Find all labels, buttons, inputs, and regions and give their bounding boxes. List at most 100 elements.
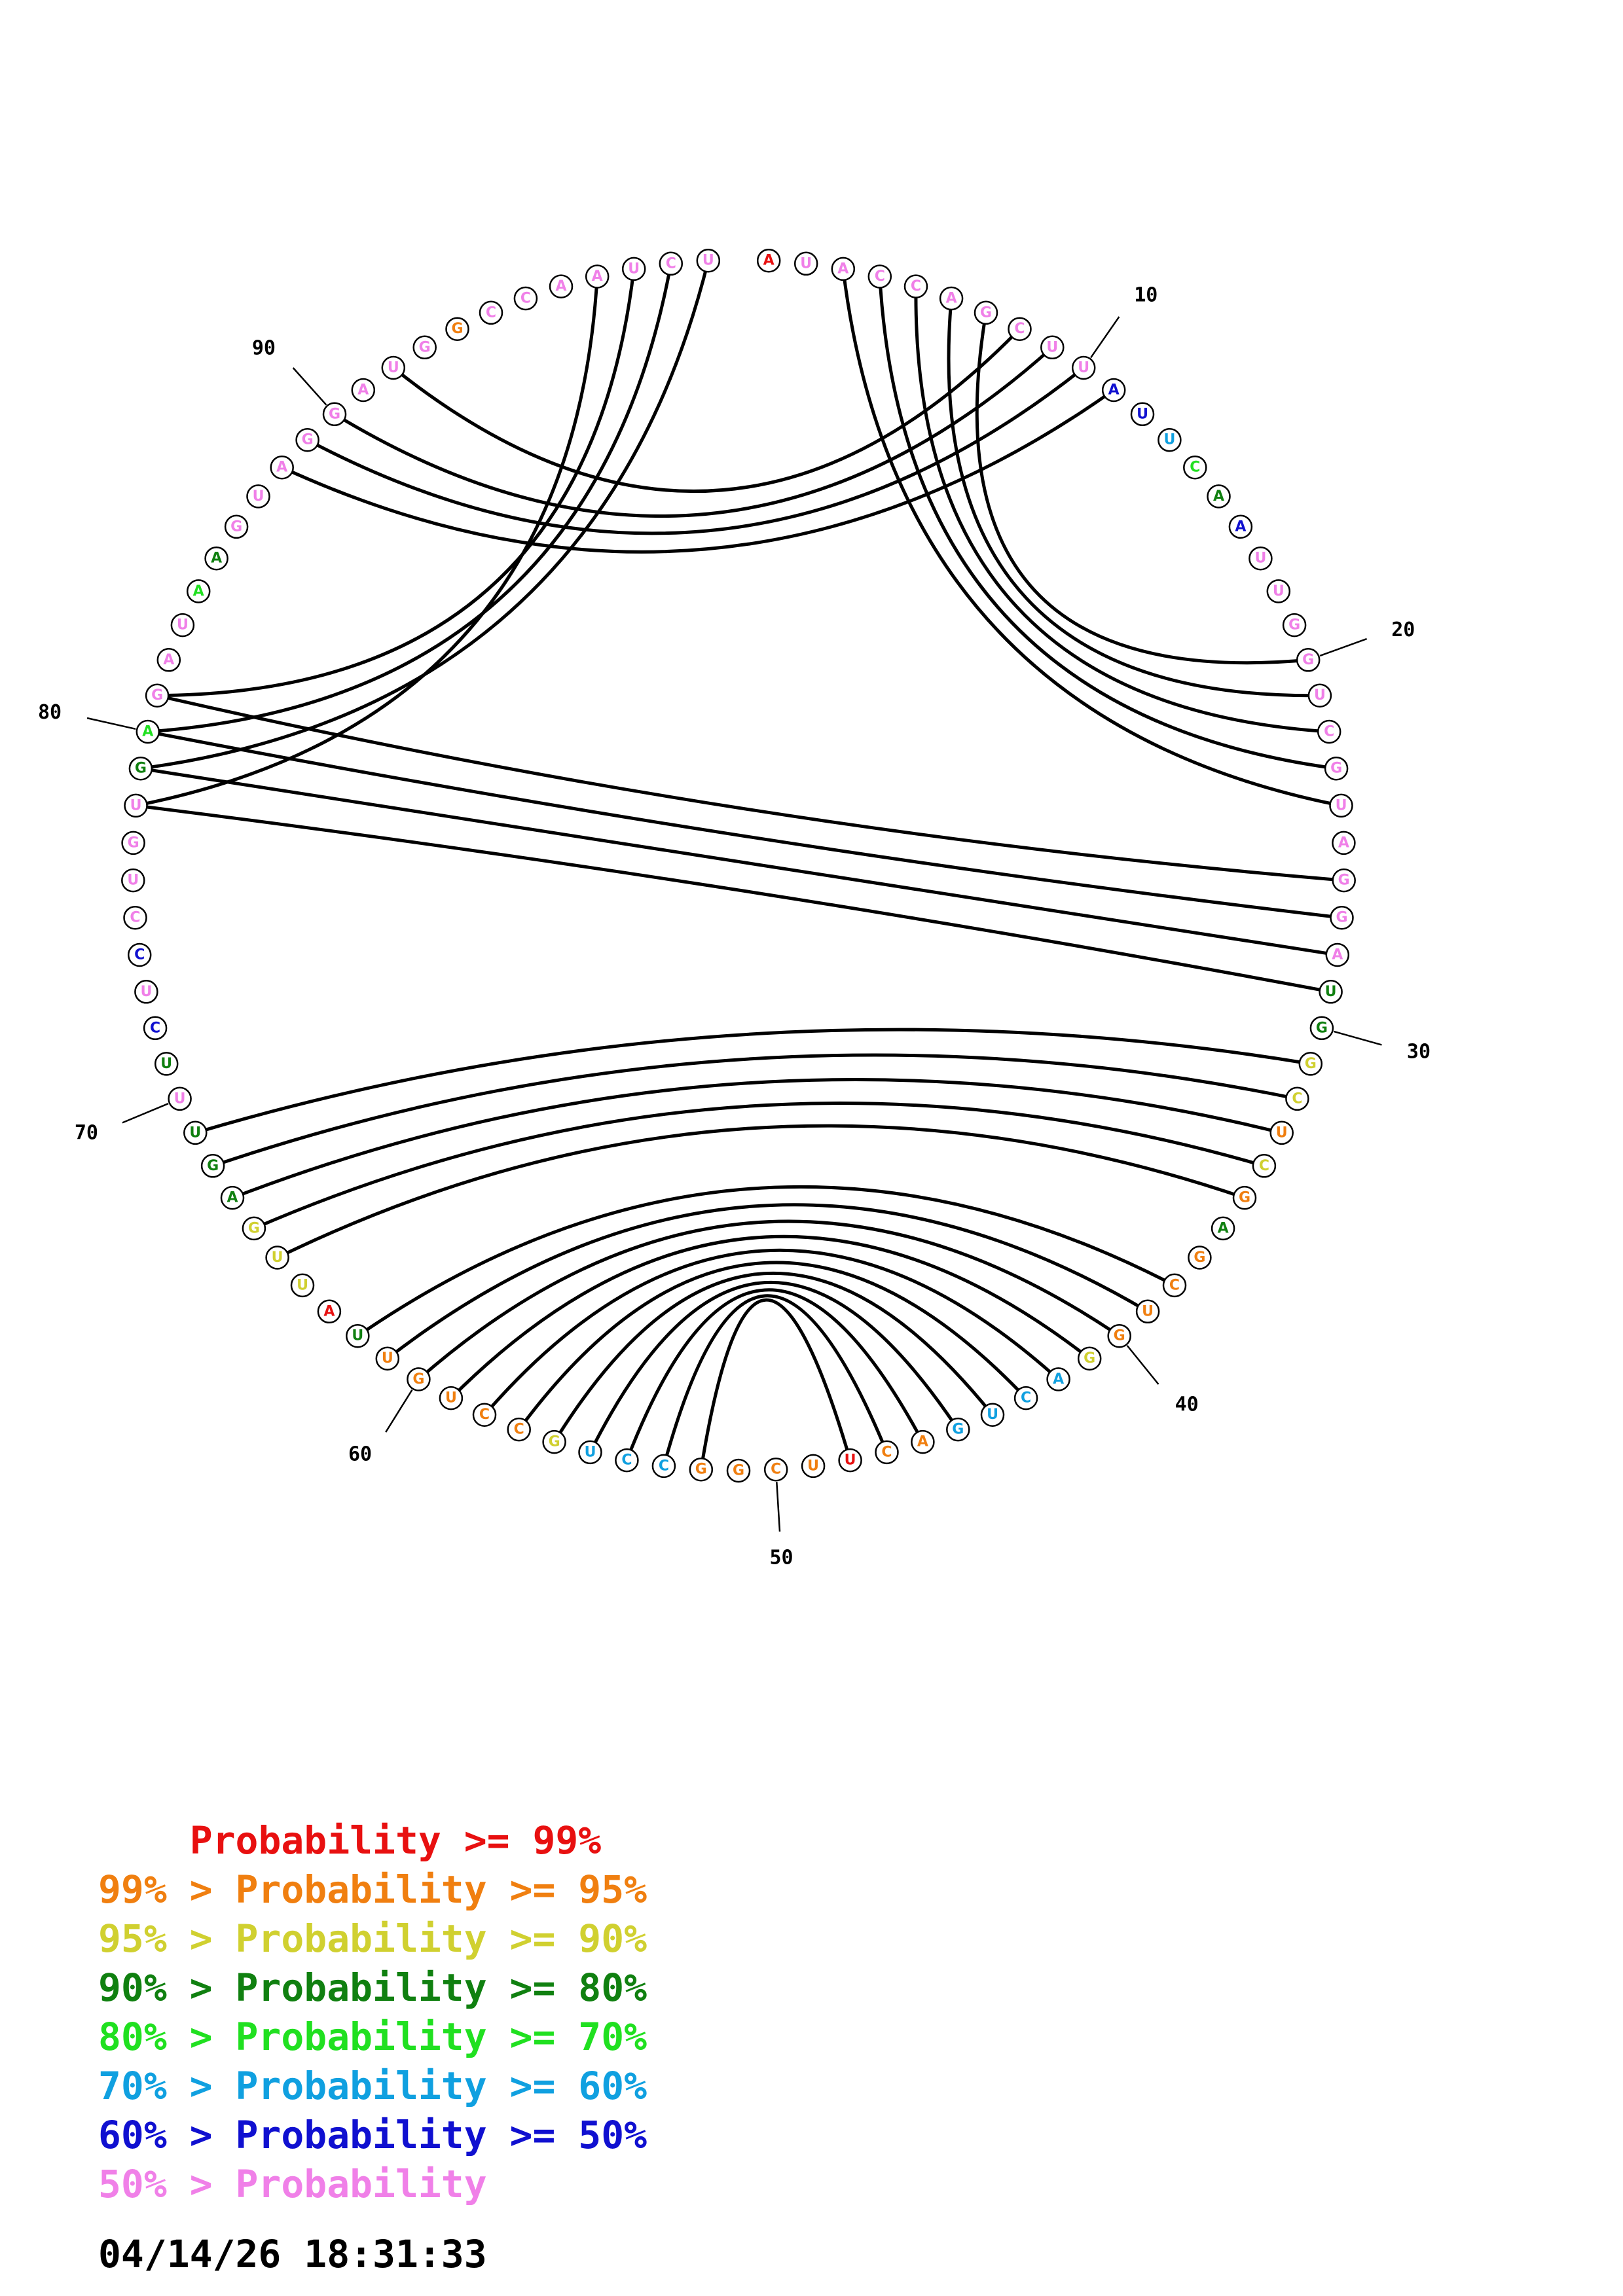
nucleotide-94: G (445, 317, 469, 341)
legend-entry-p50: 60% > Probability >= 50% (98, 2111, 647, 2160)
nucleotide-11: A (1101, 378, 1126, 403)
nucleotide-circle (121, 831, 145, 855)
nucleotide-circle (445, 317, 469, 341)
nucleotide-29: U (1319, 980, 1343, 1004)
legend-entry-p99: Probability >= 99% (98, 1816, 647, 1865)
probability-legend: Probability >= 99% 99% > Probability >= 9… (98, 1816, 647, 2209)
pair-arc-6-21 (947, 298, 1320, 698)
nucleotide-letter: G (1302, 652, 1314, 668)
pair-arc-40-60 (417, 1219, 1121, 1381)
base-pair-arcs (136, 260, 1344, 1470)
nucleotide-circle (1040, 335, 1065, 360)
nucleotide-53: C (651, 1454, 676, 1479)
nucleotide-circle (1232, 1185, 1257, 1210)
nucleotide-circle (1319, 980, 1343, 1004)
nucleotide-43: C (1013, 1386, 1038, 1410)
nucleotide-circle (1135, 1299, 1160, 1324)
nucleotide-circle (801, 1454, 826, 1479)
nucleotide-circle (242, 1216, 266, 1241)
nucleotide-circle (867, 264, 892, 289)
nucleotide-68: G (200, 1154, 225, 1178)
nucleotide-circle (346, 1323, 370, 1348)
nucleotide-letter: C (1190, 459, 1200, 476)
nucleotide-73: U (134, 980, 158, 1004)
pair-arc-47-53 (662, 1294, 888, 1467)
tick-label-90: 90 (252, 337, 276, 360)
nucleotide-17: U (1249, 546, 1273, 571)
nucleotide-circle (1130, 402, 1155, 427)
nucleotide-circle (831, 257, 856, 281)
nucleotide-circle (200, 1154, 225, 1178)
nucleotide-letter: A (227, 1190, 238, 1206)
nucleotide-ring: A U A CCAGCUUAUUCAAUUGGUCGUAGGAUGGCUCGAGCUG… (121, 248, 1356, 1483)
nucleotide-letter: C (1014, 321, 1025, 337)
nucleotide-circle (170, 613, 195, 637)
nucleotide-85: A (204, 546, 228, 571)
nucleotide-letter: U (253, 488, 264, 505)
nucleotide-letter: G (451, 321, 463, 337)
pair-arc-100-80 (147, 263, 673, 734)
nucleotide-letter: G (230, 518, 242, 535)
nucleotide-circle (651, 1454, 676, 1479)
nucleotide-20: G (1296, 648, 1321, 672)
nucleotide-letter: A (763, 253, 775, 269)
tick-label-80: 80 (38, 701, 62, 724)
nucleotide-circle (1183, 455, 1207, 480)
nucleotide-circle (375, 1346, 400, 1371)
nucleotide-74: C (127, 942, 152, 967)
nucleotide-letter: G (128, 834, 139, 851)
nucleotide-letter: C (1259, 1158, 1269, 1174)
nucleotide-circle (1332, 868, 1356, 893)
nucleotide-98: A (585, 264, 610, 289)
legend-text: 99% > Probability >= 95% (98, 1867, 647, 1912)
nucleotide-52: G (689, 1457, 714, 1482)
nucleotide-letter: A (917, 1434, 928, 1450)
nucleotide-circle (322, 402, 347, 427)
nucleotide-letter: U (382, 1350, 393, 1367)
nucleotide-circle (412, 335, 437, 360)
position-ticks: 10 20 30 40 50 60 70 80 90 (38, 284, 1431, 1570)
nucleotide-letter: C (514, 1422, 524, 1438)
nucleotide-circle (1298, 1052, 1323, 1076)
nucleotide-letter: A (357, 382, 369, 399)
pair-arc-99-81 (157, 268, 636, 698)
nucleotide-2: U (793, 251, 818, 276)
nucleotide-letter: G (151, 687, 163, 704)
nucleotide-10: U (1071, 355, 1096, 380)
nucleotide-circle (1317, 719, 1341, 744)
nucleotide-7: G (974, 300, 998, 325)
nucleotide-letter: A (163, 652, 174, 668)
nucleotide-letter: C (130, 910, 140, 926)
nucleotide-letter: C (875, 268, 885, 285)
nucleotide-82: A (156, 648, 181, 672)
nucleotide-62: U (346, 1323, 370, 1348)
nucleotide-22: C (1317, 719, 1341, 744)
nucleotide-circle (1071, 355, 1096, 380)
nucleotide-34: C (1252, 1154, 1277, 1178)
nucleotide-circle (542, 1429, 566, 1454)
pair-arc-8-92 (392, 327, 1021, 493)
pair-arc-32-68 (212, 1053, 1298, 1168)
nucleotide-letter: U (445, 1390, 457, 1407)
nucleotide-letter: A (555, 278, 566, 295)
nucleotide-99: U (621, 257, 646, 281)
nucleotide-46: A (911, 1429, 935, 1454)
nucleotide-letter: C (479, 1407, 490, 1423)
nucleotide-circle (156, 648, 181, 672)
legend-entry-p70: 80% > Probability >= 70% (98, 2013, 647, 2062)
nucleotide-circle (578, 1440, 602, 1465)
nucleotide-1: A (756, 248, 781, 273)
nucleotide-9: U (1040, 335, 1065, 360)
nucleotide-76: U (121, 868, 145, 893)
nucleotide-circle (479, 300, 503, 325)
pair-arc-27-80 (147, 730, 1342, 920)
pair-arc-42-58 (483, 1248, 1060, 1416)
nucleotide-27: G (1330, 905, 1354, 930)
nucleotide-letter: U (1137, 406, 1148, 422)
nucleotide-circle (615, 1448, 639, 1473)
nucleotide-15: A (1207, 484, 1231, 509)
nucleotide-circle (1013, 1386, 1038, 1410)
tick-line-40 (1126, 1345, 1159, 1385)
nucleotide-letter: G (1114, 1328, 1125, 1344)
nucleotide-circle (270, 455, 294, 480)
